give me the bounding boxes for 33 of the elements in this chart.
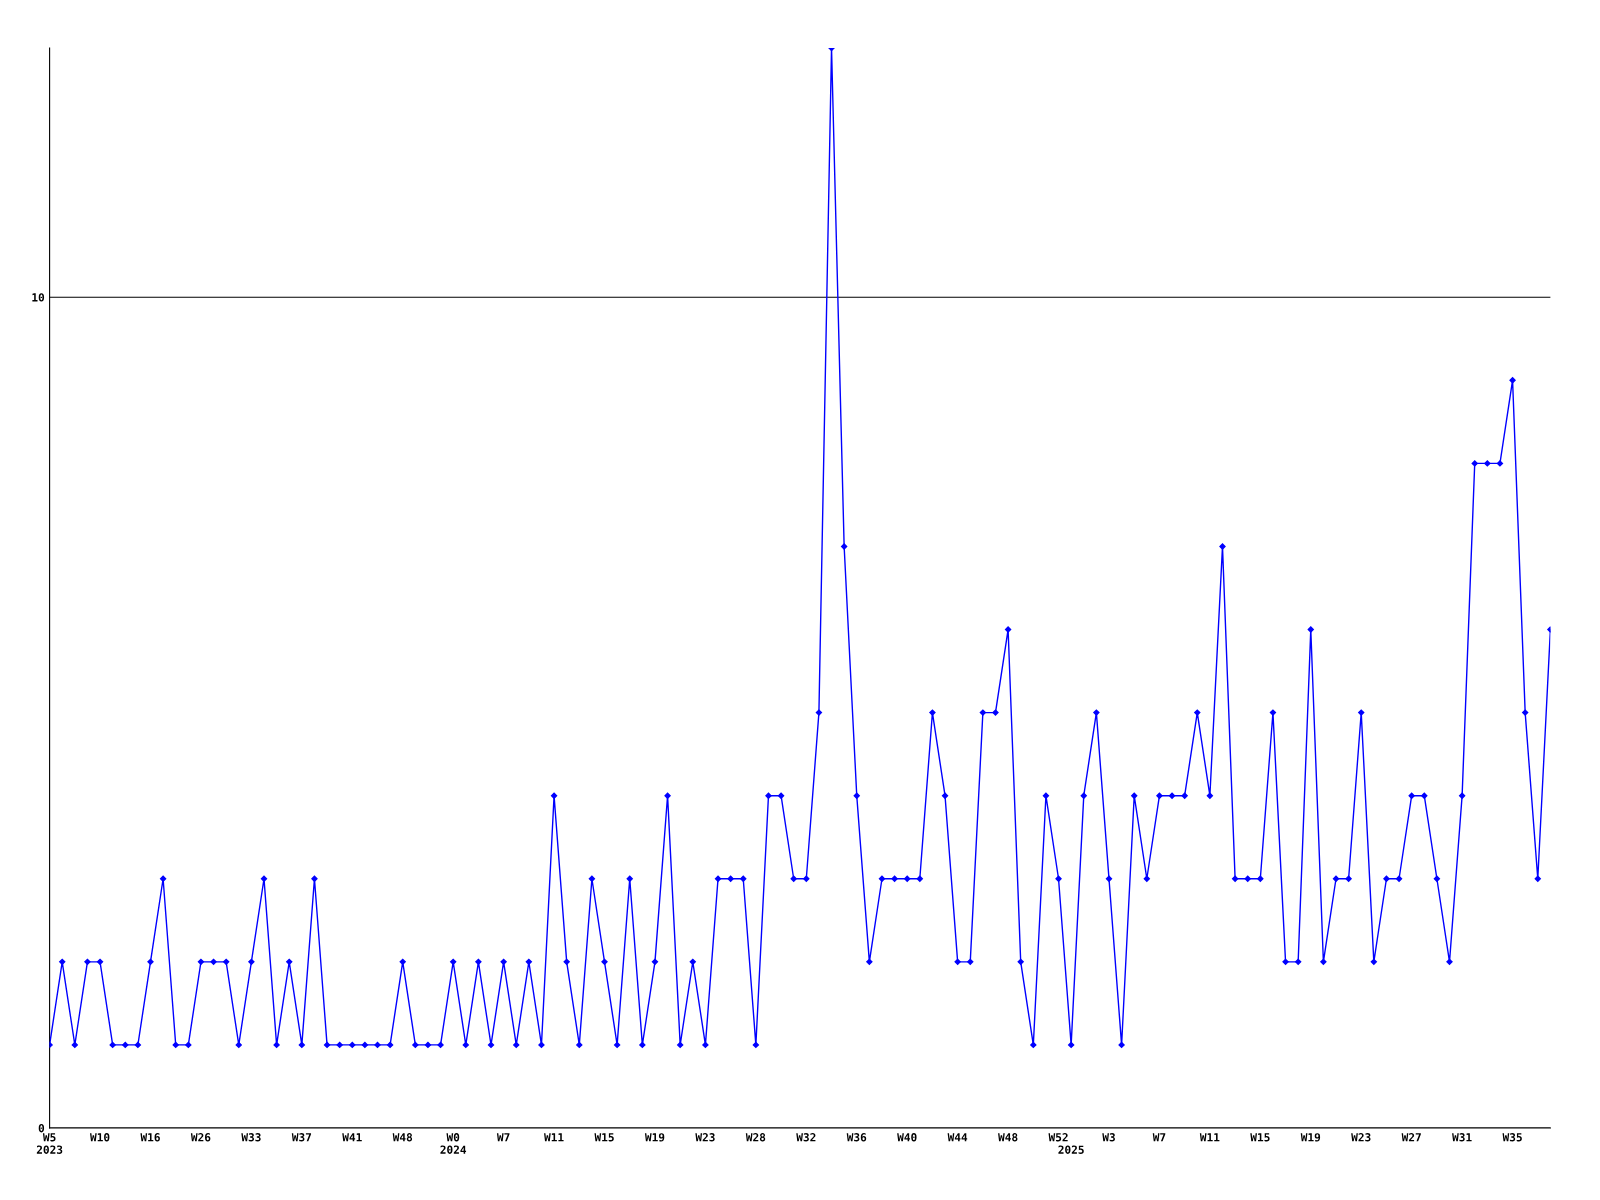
- x-tick-label: W33: [241, 1133, 261, 1142]
- x-tick-label: W48: [392, 1133, 413, 1142]
- x-tick-label: W32: [796, 1133, 816, 1142]
- x-tick-label: W23: [1351, 1133, 1371, 1142]
- x-tick-label: W26: [190, 1133, 211, 1142]
- x-tick-label: W31: [1452, 1133, 1472, 1142]
- x-tick-label: W0 2024: [440, 1133, 467, 1154]
- x-tick-label: W11: [544, 1133, 564, 1142]
- x-tick-label: W7: [496, 1133, 510, 1142]
- x-tick-label: W28: [745, 1133, 766, 1142]
- x-tick-label: 2025: [1058, 1145, 1084, 1154]
- x-tick-label: W10: [90, 1133, 110, 1142]
- x-tick-label: W44: [947, 1133, 968, 1142]
- x-tick-label: W16: [140, 1133, 160, 1142]
- x-tick-label: W48: [998, 1133, 1018, 1142]
- x-tick-label: W52: [1048, 1133, 1068, 1142]
- x-tick-label: W15: [594, 1133, 614, 1142]
- x-tick-label: W27: [1401, 1133, 1421, 1142]
- x-tick-label: W35: [1502, 1133, 1522, 1142]
- x-tick-label: W7: [1152, 1133, 1166, 1142]
- x-tick-label: W5 2023: [36, 1133, 63, 1154]
- x-tick-label: W19: [1300, 1133, 1321, 1142]
- x-tick-label: W3: [1102, 1133, 1115, 1142]
- y-tick-label: 0: [38, 1123, 45, 1133]
- x-tick-label: W23: [695, 1133, 715, 1142]
- x-tick-label: W41: [342, 1133, 362, 1142]
- x-tick-label: W40: [897, 1133, 917, 1142]
- x-tick-label: W15: [1250, 1133, 1270, 1142]
- y-tick-label: 10: [32, 293, 45, 302]
- x-tick-label: W11: [1199, 1133, 1220, 1142]
- x-tick-label: W36: [846, 1133, 867, 1142]
- x-tick-label: W19: [644, 1133, 665, 1142]
- x-tick-label: W37: [291, 1133, 312, 1142]
